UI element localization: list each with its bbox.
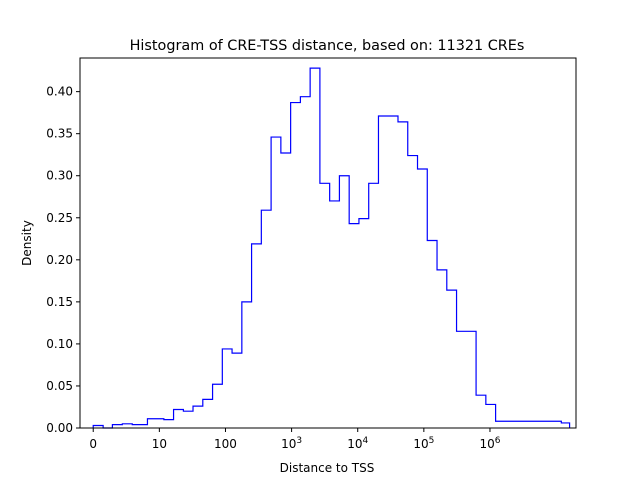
x-tick-label: 10 [152,437,167,451]
x-tick-label: 0 [89,437,97,451]
y-tick-label: 0.10 [46,337,73,351]
x-axis-label: Distance to TSS [280,461,375,475]
y-tick-label: 0.20 [46,253,73,267]
chart-title: Histogram of CRE-TSS distance, based on:… [130,38,525,54]
histogram-step-line [92,67,571,429]
x-axis-ticks: 0 10 100 103 104 105 106 [89,428,501,451]
y-axis-ticks: 0.00 0.05 0.10 0.15 0.20 0.25 0.30 0.35 0.40 [46,85,80,435]
y-tick-label: 0.05 [46,379,73,393]
y-axis-label: Density [20,220,34,266]
y-tick-label: 0.30 [46,169,73,183]
x-tick-label: 100 [214,437,237,451]
y-tick-label: 0.25 [46,211,73,225]
plot-frame [79,57,577,429]
y-tick-label: 0.15 [46,295,73,309]
y-tick-label: 0.40 [46,85,73,99]
y-tick-label: 0.00 [46,421,73,435]
y-tick-label: 0.35 [46,127,73,141]
